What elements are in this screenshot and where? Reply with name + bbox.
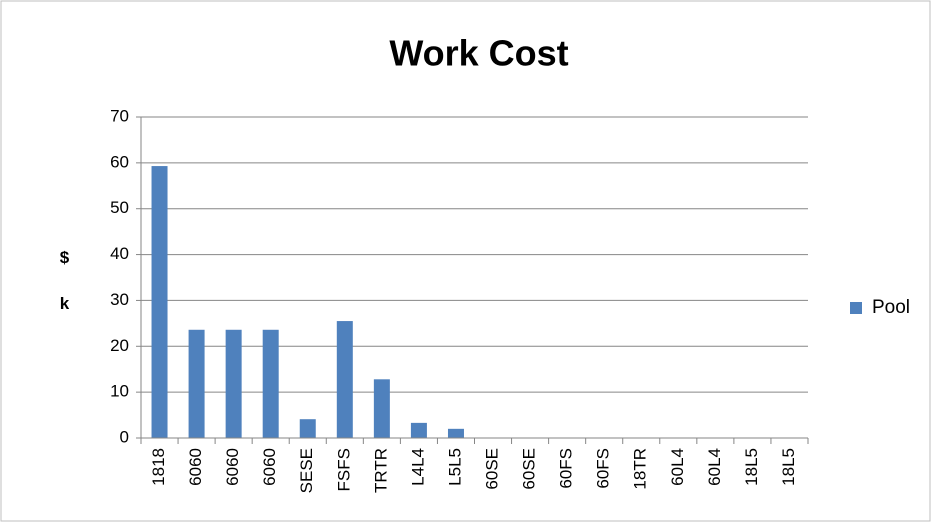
x-tick-label: 6060 [260, 448, 279, 486]
bar [336, 321, 353, 438]
bar [188, 329, 205, 438]
x-tick-label: 18TR [631, 448, 650, 490]
bar [410, 422, 427, 438]
x-tick-label: 60L4 [668, 448, 687, 486]
y-tick-label: 0 [120, 427, 129, 446]
bar [373, 379, 390, 438]
bar [225, 329, 242, 438]
y-tick-label: 40 [110, 244, 129, 263]
y-axis-label: $ k [55, 248, 74, 317]
x-tick-label: 6060 [186, 448, 205, 486]
x-tick-label: FSFS [334, 448, 353, 491]
x-tick-label: 60SE [520, 448, 539, 490]
x-tick-label: 60L4 [705, 448, 724, 486]
x-tick-label: 60SE [483, 448, 502, 490]
x-tick-label: TRTR [371, 448, 390, 493]
x-tick-label: SESE [297, 448, 316, 493]
x-tick-label: 1818 [149, 448, 168, 486]
x-tick-label: 60FS [557, 448, 576, 489]
bar [262, 329, 279, 438]
x-tick-label: 60FS [594, 448, 613, 489]
bar [447, 428, 464, 438]
y-tick-label: 60 [110, 152, 129, 171]
x-tick-label: L4L4 [408, 448, 427, 486]
x-tick-label: 18L5 [779, 448, 798, 486]
x-tick-label: 6060 [223, 448, 242, 486]
legend-label: Pool [872, 297, 910, 318]
bar [299, 419, 316, 438]
y-tick-label: 70 [110, 106, 129, 125]
chart-title: Work Cost [389, 33, 568, 74]
y-tick-label: 50 [110, 198, 129, 217]
legend-swatch [850, 302, 862, 314]
y-tick-label: 30 [110, 290, 129, 309]
x-tick-label: L5L5 [445, 448, 464, 486]
bar [151, 166, 168, 438]
x-tick-label: 18L5 [742, 448, 761, 486]
y-tick-label: 20 [110, 336, 129, 355]
y-tick-label: 10 [110, 382, 129, 401]
